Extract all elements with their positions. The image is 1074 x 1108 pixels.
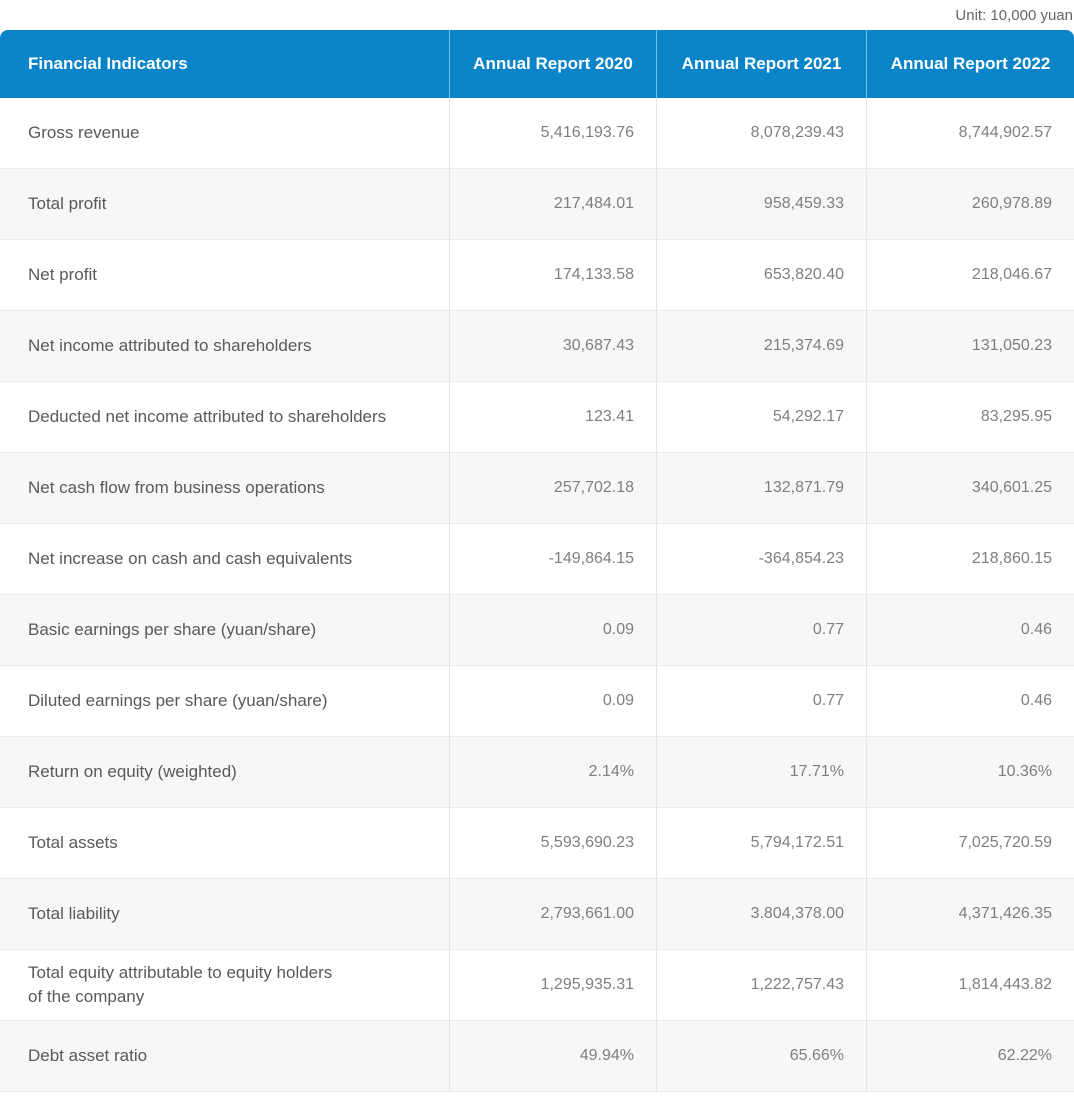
table-row-gross-revenue: Gross revenue 5,416,193.76 8,078,239.43 … <box>0 98 1074 169</box>
row-value-2022: 7,025,720.59 <box>866 808 1074 879</box>
row-value-2022: 4,371,426.35 <box>866 879 1074 950</box>
row-value-2021: 5,794,172.51 <box>656 808 866 879</box>
row-value-2022: 1,814,443.82 <box>866 950 1074 1021</box>
table-row-total-assets: Total assets 5,593,690.23 5,794,172.51 7… <box>0 808 1074 879</box>
row-value-2022: 62.22% <box>866 1021 1074 1092</box>
row-value-2021: 1,222,757.43 <box>656 950 866 1021</box>
row-value-2021: 3.804,378.00 <box>656 879 866 950</box>
header-annual-report-2022: Annual Report 2022 <box>866 30 1074 98</box>
row-label: Net income attributed to shareholders <box>0 311 449 382</box>
row-label: Gross revenue <box>0 98 449 169</box>
row-value-2022: 83,295.95 <box>866 382 1074 453</box>
row-label: Net profit <box>0 240 449 311</box>
row-label: Diluted earnings per share (yuan/share) <box>0 666 449 737</box>
row-value-2021: 215,374.69 <box>656 311 866 382</box>
financial-indicators-table: Financial Indicators Annual Report 2020 … <box>0 30 1074 1092</box>
row-value-2020: -149,864.15 <box>449 524 656 595</box>
header-annual-report-2021: Annual Report 2021 <box>656 30 866 98</box>
row-value-2020: 5,416,193.76 <box>449 98 656 169</box>
row-label: Basic earnings per share (yuan/share) <box>0 595 449 666</box>
row-label: Deducted net income attributed to shareh… <box>0 382 449 453</box>
row-value-2020: 2.14% <box>449 737 656 808</box>
row-label: Net cash flow from business operations <box>0 453 449 524</box>
row-value-2021: 653,820.40 <box>656 240 866 311</box>
row-value-2020: 257,702.18 <box>449 453 656 524</box>
row-value-2020: 49.94% <box>449 1021 656 1092</box>
row-value-2020: 217,484.01 <box>449 169 656 240</box>
row-value-2020: 1,295,935.31 <box>449 950 656 1021</box>
row-value-2022: 10.36% <box>866 737 1074 808</box>
row-value-2021: 132,871.79 <box>656 453 866 524</box>
table-row-deducted-net-income: Deducted net income attributed to shareh… <box>0 382 1074 453</box>
row-label: Total assets <box>0 808 449 879</box>
table-row-diluted-eps: Diluted earnings per share (yuan/share) … <box>0 666 1074 737</box>
unit-label: Unit: 10,000 yuan <box>955 6 1073 24</box>
row-value-2020: 2,793,661.00 <box>449 879 656 950</box>
table-row-total-profit: Total profit 217,484.01 958,459.33 260,9… <box>0 169 1074 240</box>
table-row-net-income-shareholders: Net income attributed to shareholders 30… <box>0 311 1074 382</box>
header-financial-indicators: Financial Indicators <box>0 30 449 98</box>
table-row-total-equity: Total equity attributable to equity hold… <box>0 950 1074 1021</box>
row-value-2021: 0.77 <box>656 666 866 737</box>
row-value-2022: 260,978.89 <box>866 169 1074 240</box>
row-value-2022: 8,744,902.57 <box>866 98 1074 169</box>
row-label: Debt asset ratio <box>0 1021 449 1092</box>
row-value-2022: 340,601.25 <box>866 453 1074 524</box>
row-value-2021: 17.71% <box>656 737 866 808</box>
row-value-2021: 0.77 <box>656 595 866 666</box>
row-value-2020: 5,593,690.23 <box>449 808 656 879</box>
row-value-2022: 0.46 <box>866 666 1074 737</box>
row-value-2021: 958,459.33 <box>656 169 866 240</box>
row-value-2022: 218,046.67 <box>866 240 1074 311</box>
row-value-2021: -364,854.23 <box>656 524 866 595</box>
table-row-total-liability: Total liability 2,793,661.00 3.804,378.0… <box>0 879 1074 950</box>
table-row-net-profit: Net profit 174,133.58 653,820.40 218,046… <box>0 240 1074 311</box>
row-value-2021: 54,292.17 <box>656 382 866 453</box>
row-value-2021: 65.66% <box>656 1021 866 1092</box>
row-value-2022: 0.46 <box>866 595 1074 666</box>
header-annual-report-2020: Annual Report 2020 <box>449 30 656 98</box>
table-row-net-increase-cash: Net increase on cash and cash equivalent… <box>0 524 1074 595</box>
row-value-2020: 30,687.43 <box>449 311 656 382</box>
row-label: Total equity attributable to equity hold… <box>0 950 449 1021</box>
row-value-2020: 123.41 <box>449 382 656 453</box>
row-value-2020: 174,133.58 <box>449 240 656 311</box>
row-value-2022: 131,050.23 <box>866 311 1074 382</box>
row-value-2022: 218,860.15 <box>866 524 1074 595</box>
row-value-2021: 8,078,239.43 <box>656 98 866 169</box>
row-label: Net increase on cash and cash equivalent… <box>0 524 449 595</box>
row-label: Total liability <box>0 879 449 950</box>
row-value-2020: 0.09 <box>449 595 656 666</box>
table-row-basic-eps: Basic earnings per share (yuan/share) 0.… <box>0 595 1074 666</box>
table-row-return-on-equity: Return on equity (weighted) 2.14% 17.71%… <box>0 737 1074 808</box>
table-row-debt-asset-ratio: Debt asset ratio 49.94% 65.66% 62.22% <box>0 1021 1074 1092</box>
table-row-net-cash-flow: Net cash flow from business operations 2… <box>0 453 1074 524</box>
row-label: Total profit <box>0 169 449 240</box>
row-label: Return on equity (weighted) <box>0 737 449 808</box>
table-header-row: Financial Indicators Annual Report 2020 … <box>0 30 1074 98</box>
row-value-2020: 0.09 <box>449 666 656 737</box>
